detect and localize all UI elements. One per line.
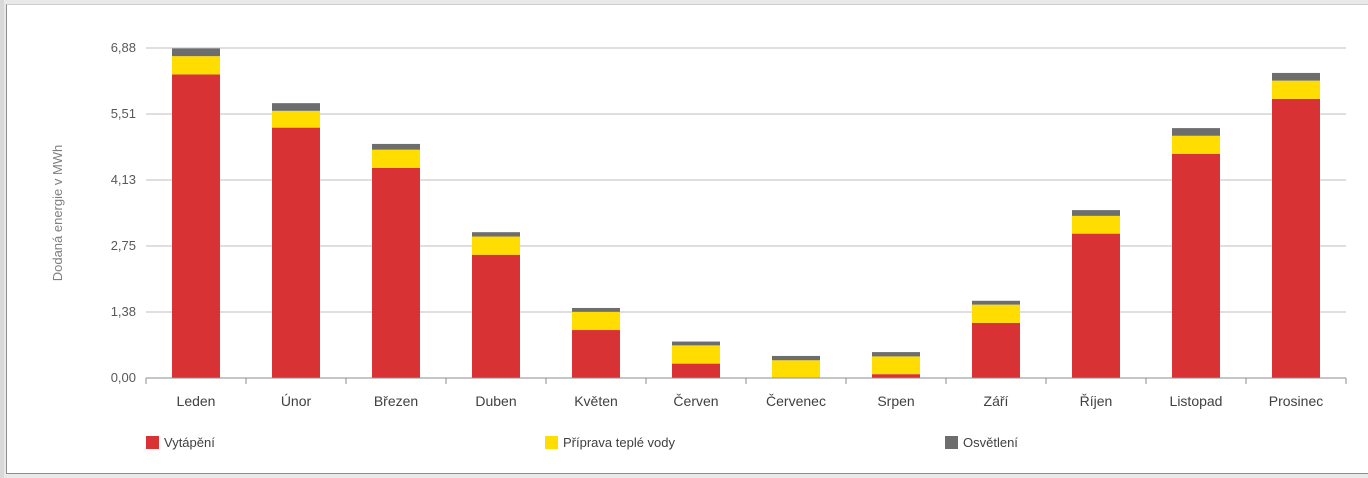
bar-segment [172, 48, 220, 57]
bars [172, 48, 1320, 379]
bar-segment [572, 311, 620, 331]
category-label: Květen [574, 393, 618, 409]
bar-segment [372, 149, 420, 168]
legend: Vytápění Příprava teplé vody Osvětlení [146, 435, 1018, 450]
legend-item: Příprava teplé vody [545, 435, 676, 450]
window-edge [0, 0, 4, 478]
y-tick-label: 4,13 [111, 172, 136, 187]
category-label: Červen [673, 393, 718, 409]
legend-label: Vytápění [164, 435, 215, 450]
bar-segment [472, 232, 520, 237]
bar-segment [372, 143, 420, 150]
bar-segment [672, 345, 720, 364]
bar-segment [1272, 80, 1320, 99]
bar-segment [1072, 233, 1120, 378]
bar-segment [772, 360, 820, 378]
category-label: Leden [177, 393, 216, 409]
y-tick-label: 1,38 [111, 304, 136, 319]
category-label: Červenec [766, 393, 826, 409]
bar-segment [1272, 72, 1320, 81]
y-tick-label: 5,51 [111, 106, 136, 121]
legend-label: Příprava teplé vody [563, 435, 676, 450]
bar-segment [872, 374, 920, 378]
bar-segment [472, 254, 520, 378]
legend-item: Osvětlení [945, 435, 1018, 450]
bar-segment [272, 103, 320, 111]
chart-frame [6, 4, 1368, 474]
bar-segment [372, 167, 420, 378]
category-label: Prosinec [1269, 393, 1323, 409]
category-label: Listopad [1170, 393, 1223, 409]
y-tick-label: 0,00 [111, 370, 136, 385]
bar-segment [272, 127, 320, 378]
y-axis-label: Dodaná energie v MWh [50, 145, 65, 282]
x-axis-ticks [145, 378, 1347, 384]
bar-segment [1272, 98, 1320, 379]
bar-segment [672, 341, 720, 346]
category-label: Únor [281, 393, 312, 409]
bar-segment [272, 110, 320, 128]
legend-swatch [545, 436, 558, 449]
y-tick-label: 6,88 [111, 40, 136, 55]
bar-segment [972, 304, 1020, 323]
bar-segment [972, 322, 1020, 378]
bar-segment [1172, 128, 1220, 136]
legend-swatch [146, 436, 159, 449]
bar-segment [1072, 210, 1120, 216]
category-labels: Leden Únor Březen Duben Květen Červen Červenec… [177, 393, 1324, 409]
category-label: Září [984, 393, 1009, 409]
bar-segment [1172, 135, 1220, 155]
bar-segment [672, 363, 720, 378]
bar-segment [1072, 215, 1120, 234]
category-label: Duben [475, 393, 516, 409]
bar-segment [572, 307, 620, 312]
y-axis-ticks: 0,00 1,38 2,75 4,13 5,51 6,88 [111, 40, 136, 385]
category-label: Srpen [877, 393, 914, 409]
category-label: Březen [374, 393, 418, 409]
bar-segment [472, 236, 520, 255]
bar-segment [572, 330, 620, 378]
bar-segment [1172, 154, 1220, 378]
bar-segment [872, 356, 920, 375]
legend-item: Vytápění [146, 435, 215, 450]
legend-label: Osvětlení [963, 435, 1018, 450]
bar-segment [972, 300, 1020, 305]
bar-segment [172, 74, 220, 379]
y-tick-label: 2,75 [111, 238, 136, 253]
bar-segment [772, 355, 820, 361]
gridlines [146, 47, 1346, 379]
bar-segment [172, 56, 220, 75]
bar-segment [872, 352, 920, 357]
category-label: Říjen [1080, 393, 1113, 409]
legend-swatch [945, 436, 958, 449]
